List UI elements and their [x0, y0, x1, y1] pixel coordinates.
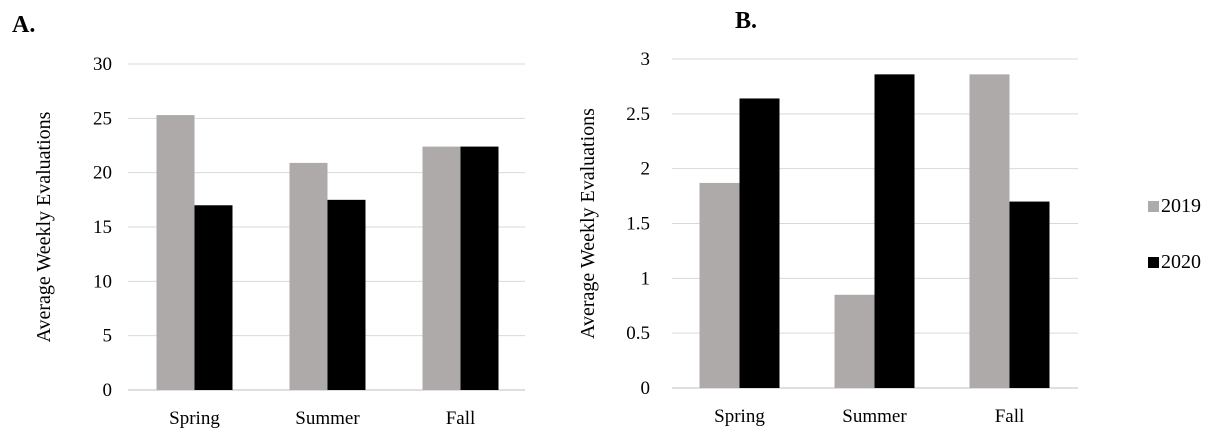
x-tick-label: Spring	[714, 406, 765, 427]
y-tick-label: 5	[103, 326, 113, 347]
bar-2019-fall	[969, 74, 1010, 388]
y-tick-label: 0	[641, 378, 651, 399]
x-tick-label: Summer	[842, 406, 907, 427]
y-tick-label: 2	[641, 159, 651, 180]
legend-label-2020: 2020	[1161, 250, 1201, 273]
legend-item-2020: 2020	[1148, 234, 1201, 290]
legend-label-2019: 2019	[1161, 194, 1201, 217]
y-axis-label: Average Weekly Evaluations	[33, 111, 55, 342]
y-tick-label: 15	[93, 217, 112, 238]
y-tick-label: 1.5	[626, 214, 650, 235]
y-tick-label: 10	[93, 271, 112, 292]
bar-2020-spring	[194, 205, 233, 390]
bar-2020-fall	[1009, 201, 1050, 388]
legend-swatch-2020	[1148, 256, 1159, 268]
y-tick-label: 2.5	[626, 104, 650, 125]
bar-2020-summer	[327, 199, 366, 390]
legend-item-2019: 2019	[1148, 178, 1201, 234]
legend: 2019 2020	[1148, 178, 1201, 290]
bar-2020-summer	[874, 74, 915, 388]
bar-2020-spring	[739, 98, 780, 388]
x-tick-label: Spring	[169, 408, 220, 429]
y-tick-label: 30	[93, 54, 112, 75]
panel-label-b: B.	[735, 8, 758, 34]
bar-2019-spring	[699, 182, 740, 388]
x-tick-label: Summer	[295, 408, 360, 429]
y-tick-label: 0	[103, 380, 113, 401]
x-tick-label: Fall	[995, 406, 1025, 427]
y-tick-label: 1	[641, 268, 651, 289]
bar-2019-summer	[834, 294, 875, 388]
bar-2019-summer	[289, 162, 328, 390]
y-tick-label: 0.5	[626, 323, 650, 344]
y-tick-label: 25	[93, 108, 112, 129]
legend-swatch-2019	[1148, 200, 1159, 212]
bar-2019-spring	[156, 115, 195, 390]
y-tick-label: 3	[641, 49, 651, 70]
y-tick-label: 20	[93, 163, 112, 184]
panel-label-a: A.	[12, 12, 36, 38]
y-axis-label: Average Weekly Evaluations	[577, 108, 599, 339]
bar-2020-fall	[460, 146, 499, 390]
bar-2019-fall	[422, 146, 461, 390]
x-tick-label: Fall	[446, 408, 476, 429]
